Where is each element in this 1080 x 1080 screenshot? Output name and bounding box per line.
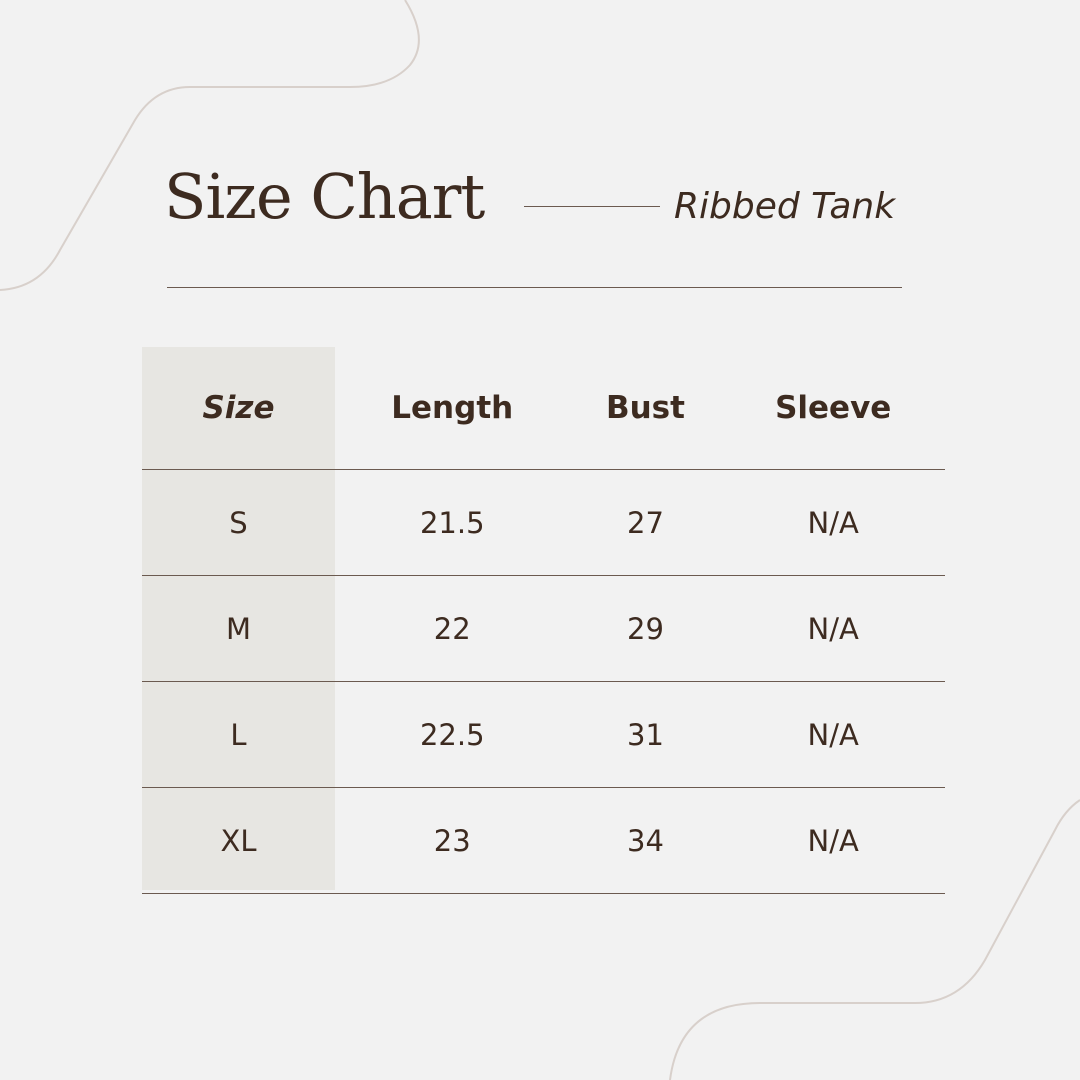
- page-title: Size Chart: [164, 160, 485, 233]
- cell-sleeve: N/A: [721, 787, 945, 894]
- header-divider: [167, 287, 902, 288]
- table-row: M 22 29 N/A: [142, 575, 945, 682]
- cell-length: 21.5: [335, 469, 570, 576]
- table-row: S 21.5 27 N/A: [142, 469, 945, 576]
- table-row: XL 23 34 N/A: [142, 787, 945, 894]
- col-length: Length: [391, 390, 514, 426]
- table-row: L 22.5 31 N/A: [142, 681, 945, 788]
- cell-bust: 34: [569, 787, 722, 894]
- cell-length: 23: [335, 787, 570, 894]
- cell-sleeve: N/A: [721, 469, 945, 576]
- cell-sleeve: N/A: [721, 681, 945, 788]
- size-table: Size Length Bust Sleeve S 21.5 27 N/A M …: [142, 347, 945, 894]
- cell-size: S: [142, 469, 335, 576]
- cell-sleeve: N/A: [721, 575, 945, 682]
- cell-size: L: [142, 681, 335, 788]
- cell-size: XL: [142, 787, 335, 894]
- product-name: Ribbed Tank: [674, 186, 896, 227]
- cell-bust: 29: [569, 575, 722, 682]
- col-sleeve: Sleeve: [775, 390, 892, 426]
- title-divider: [524, 206, 660, 207]
- col-bust: Bust: [605, 390, 685, 426]
- cell-length: 22: [335, 575, 570, 682]
- table-header: Size Length Bust Sleeve: [142, 347, 945, 470]
- col-size: Size: [202, 390, 275, 426]
- cell-bust: 27: [569, 469, 722, 576]
- cell-bust: 31: [569, 681, 722, 788]
- cell-size: M: [142, 575, 335, 682]
- cell-length: 22.5: [335, 681, 570, 788]
